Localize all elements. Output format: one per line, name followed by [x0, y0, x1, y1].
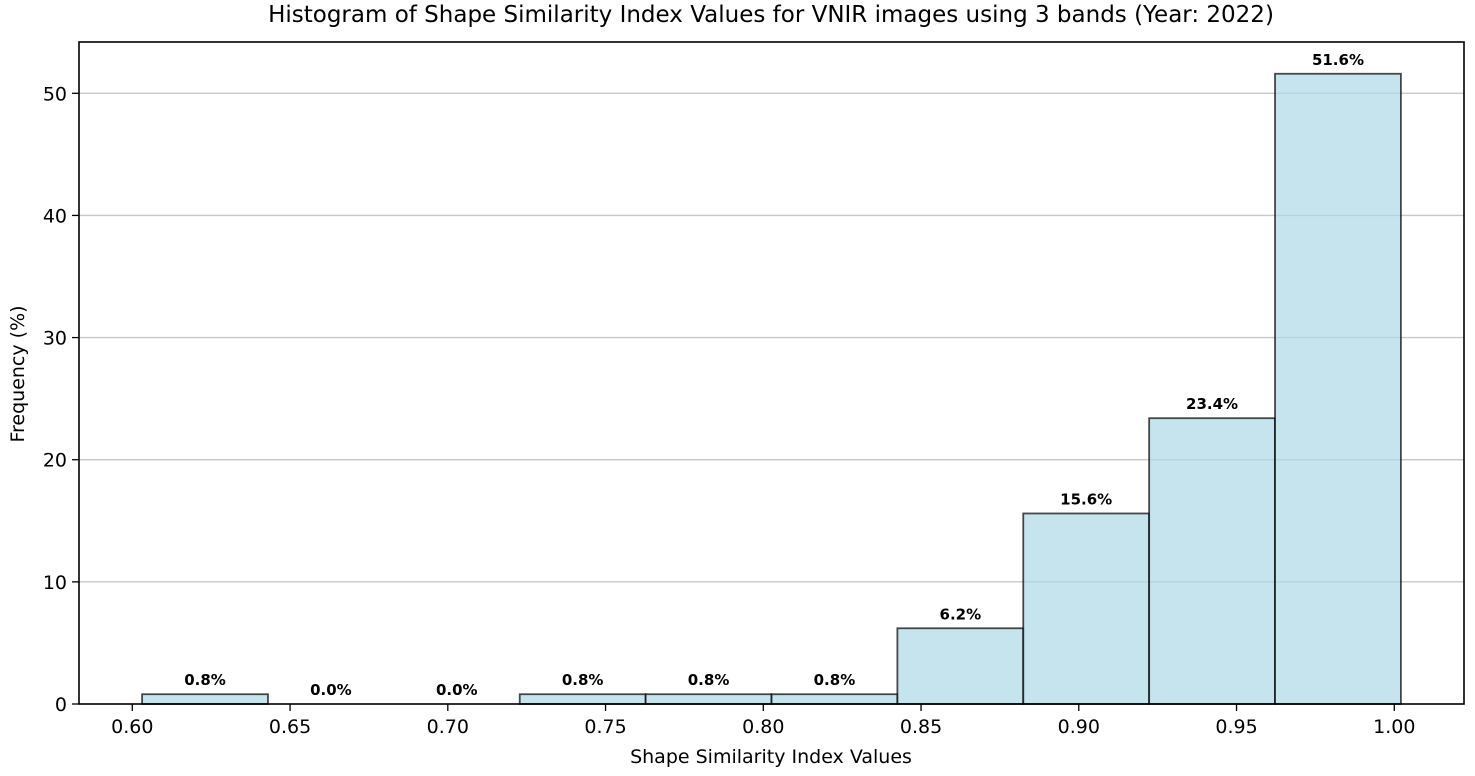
y-tick-label: 0 [55, 694, 67, 716]
data-labels: 0.8% 0.0% 0.0% 0.8% 0.8% 0.8% 6.2% 15.6% 23.4% 51… [184, 51, 1364, 699]
bar-value-label: 15.6% [1060, 490, 1112, 508]
chart-title: Histogram of Shape Similarity Index Valu… [268, 2, 1274, 28]
x-tick-label: 0.70 [427, 716, 469, 738]
bars [141, 72, 1402, 705]
histogram-bar [1148, 417, 1276, 705]
y-tick-label: 20 [43, 450, 67, 472]
x-tick-label: 0.80 [742, 716, 784, 738]
x-axis-label: Shape Similarity Index Values [630, 746, 912, 768]
y-axis-ticks: 0 10 20 30 40 50 [43, 83, 79, 716]
x-tick-label: 0.65 [269, 716, 311, 738]
x-tick-label: 0.85 [900, 716, 942, 738]
bar-value-label: 23.4% [1186, 395, 1238, 413]
histogram-bar [1274, 72, 1402, 705]
x-tick-label: 0.75 [584, 716, 626, 738]
y-tick-label: 30 [43, 328, 67, 350]
x-tick-label: 0.60 [111, 716, 153, 738]
histogram-bar [141, 693, 269, 705]
histogram-bar [644, 693, 773, 705]
bar-value-label: 0.8% [562, 671, 604, 689]
plot-frame [78, 41, 1465, 705]
y-tick-label: 40 [43, 205, 67, 227]
histogram-bar [770, 693, 899, 705]
x-tick-label: 0.90 [1058, 716, 1100, 738]
y-axis-label: Frequency (%) [7, 305, 29, 442]
bar-value-label: 0.0% [436, 681, 478, 699]
bar-value-label: 0.8% [688, 671, 730, 689]
bar-value-label: 6.2% [940, 605, 982, 623]
x-axis-ticks: 0.60 0.65 0.70 0.75 0.80 0.85 0.90 0.95 1.00 [111, 704, 1415, 738]
x-tick-label: 0.95 [1215, 716, 1257, 738]
histogram-bar [1022, 512, 1151, 705]
bar-value-label: 0.8% [814, 671, 856, 689]
bar-value-label: 0.0% [310, 681, 352, 699]
y-tick-label: 10 [43, 572, 67, 594]
y-tick-label: 50 [43, 83, 67, 105]
x-tick-label: 1.00 [1373, 716, 1415, 738]
bar-value-label: 0.8% [184, 671, 226, 689]
histogram-bar [896, 627, 1025, 705]
histogram-bar [518, 693, 647, 705]
bar-value-label: 51.6% [1312, 51, 1364, 69]
